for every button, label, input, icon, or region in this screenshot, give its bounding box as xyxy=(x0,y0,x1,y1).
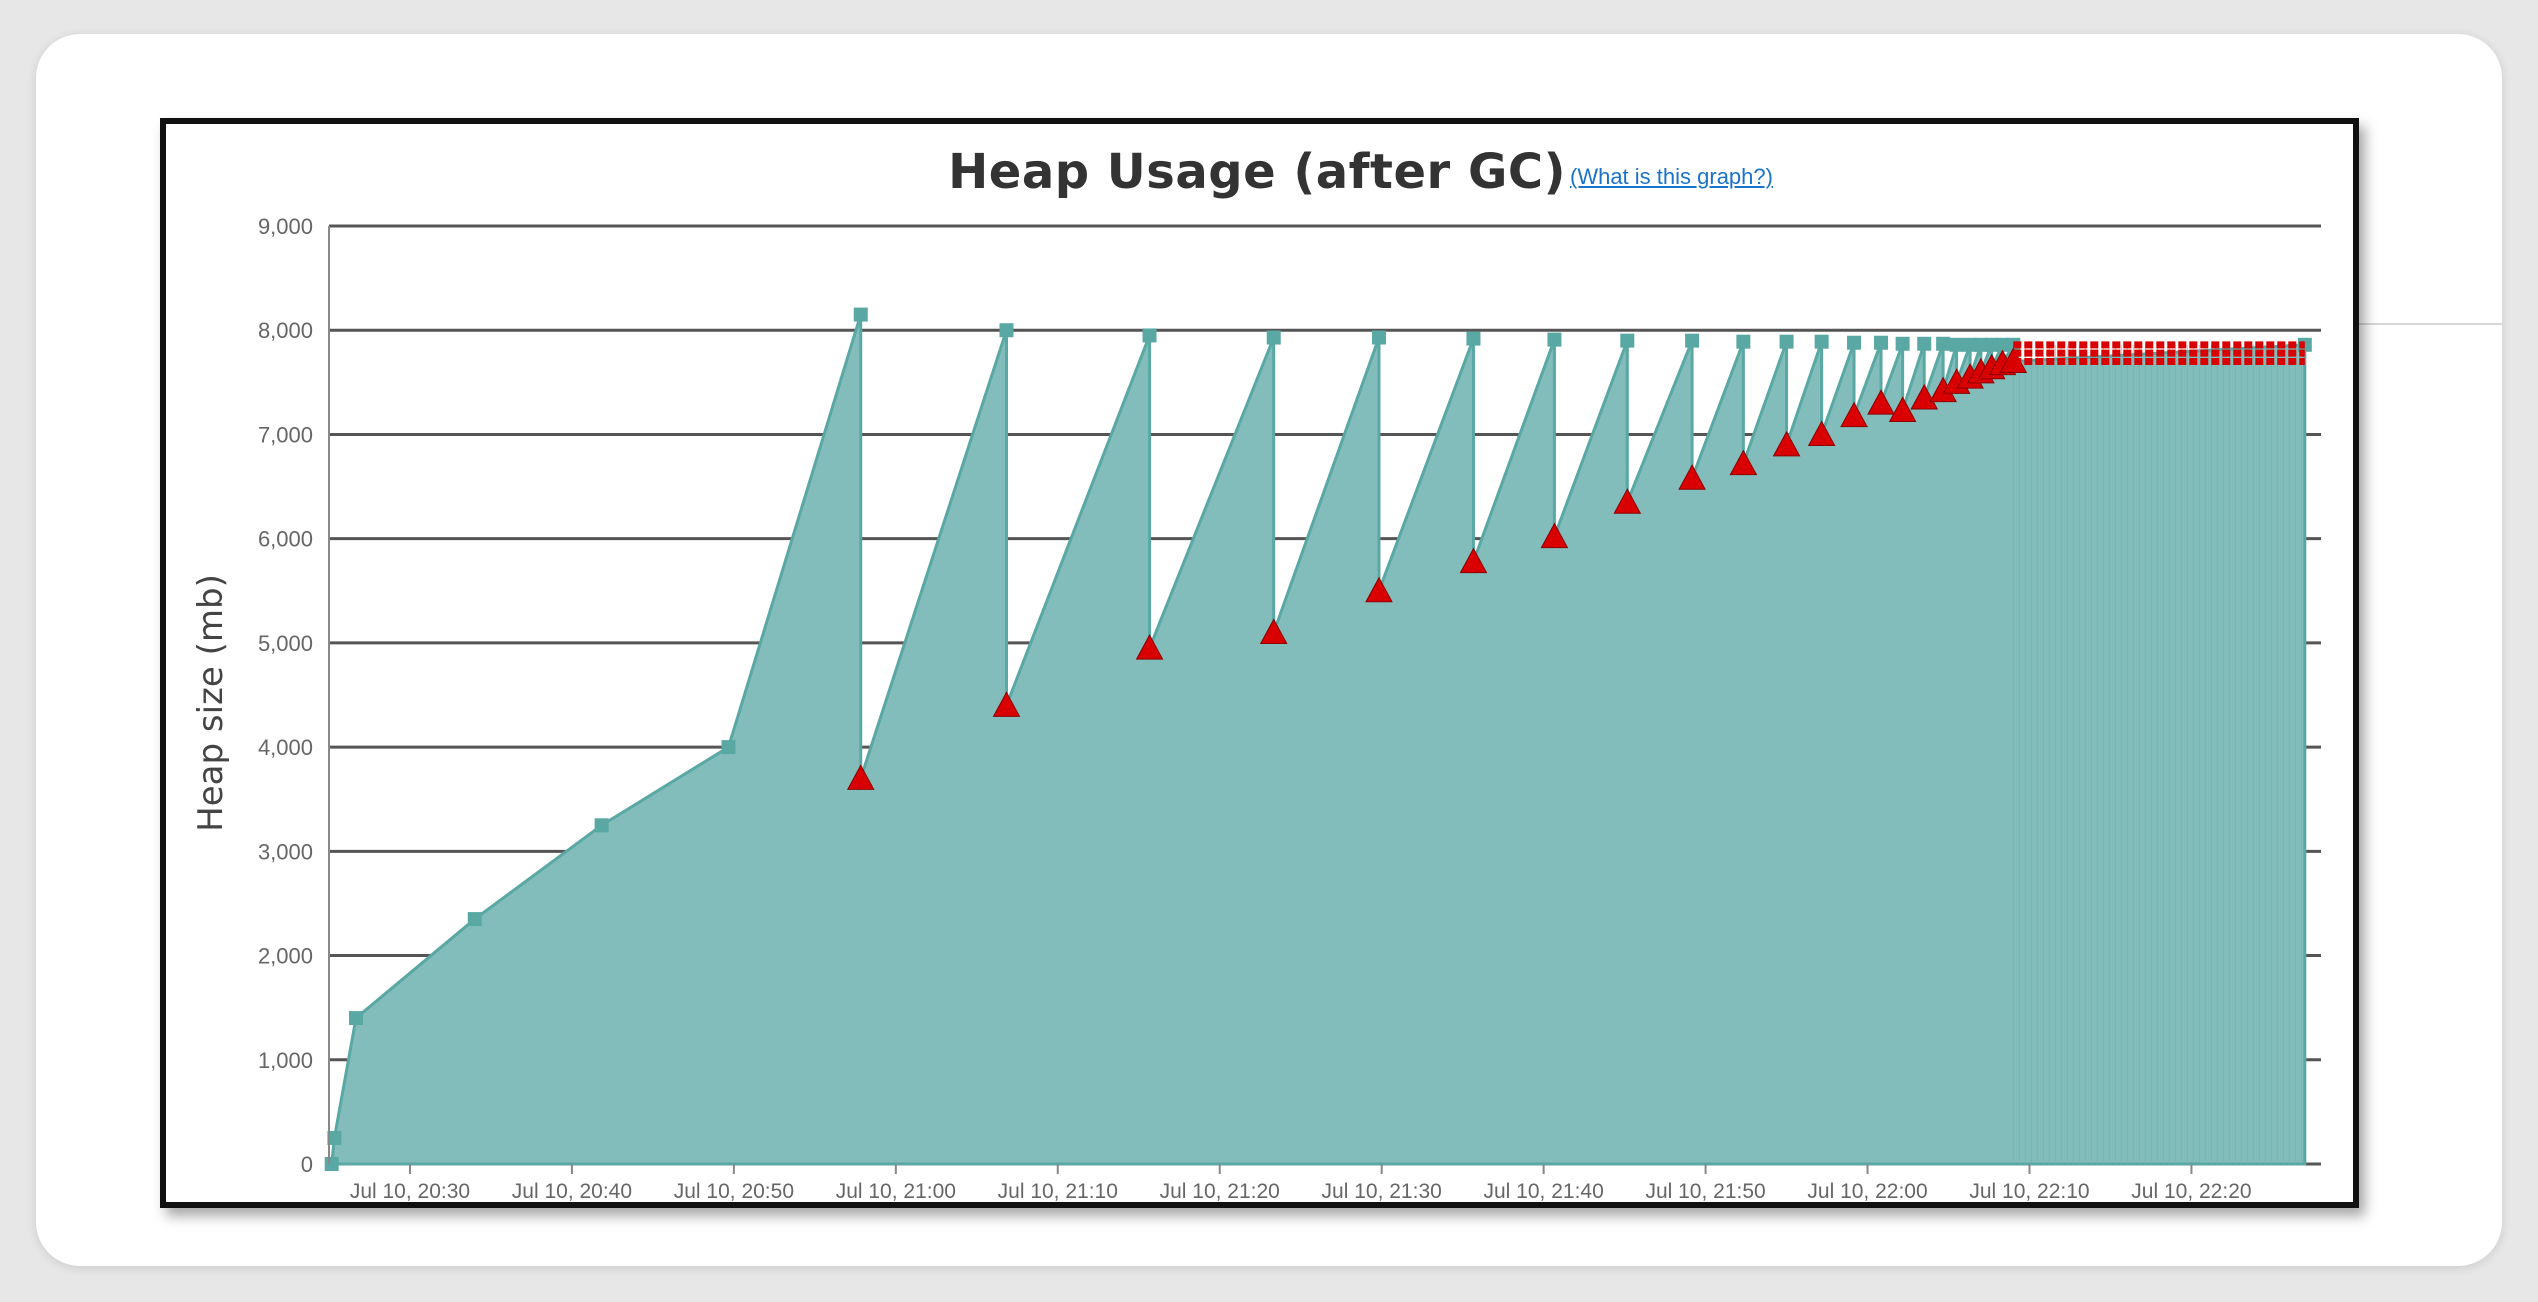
gc-event-marker xyxy=(1540,522,1569,549)
heap-point-marker xyxy=(1984,337,1999,352)
y-tick-label: 0 xyxy=(301,1152,313,1177)
heap-point-marker xyxy=(1874,335,1889,350)
heap-point-marker xyxy=(1736,334,1751,349)
gc-event-marker xyxy=(1867,389,1895,415)
heap-point-marker xyxy=(721,740,736,755)
x-tick-label: Jul 10, 22:00 xyxy=(1807,1180,1927,1202)
heap-point-marker xyxy=(1266,330,1281,345)
divider-line xyxy=(2352,323,2502,325)
gc-event-marker xyxy=(1259,618,1288,644)
heap-point-marker xyxy=(1917,336,1932,351)
chart-frame: Heap Usage (after GC) (What is this grap… xyxy=(160,118,2359,1208)
y-tick-label: 6,000 xyxy=(258,527,313,552)
x-tick-label: Jul 10, 22:20 xyxy=(2131,1180,2251,1202)
heap-point-marker xyxy=(1814,334,1829,349)
heap-point-marker xyxy=(999,323,1014,338)
y-tick-label: 4,000 xyxy=(258,735,313,760)
heap-point-marker xyxy=(1371,330,1386,345)
heap-point-marker xyxy=(1847,335,1862,350)
marker-layer xyxy=(324,307,2312,1171)
y-tick-label: 8,000 xyxy=(258,318,313,343)
heap-point-marker xyxy=(1547,332,1562,347)
x-tick-label: Jul 10, 21:50 xyxy=(1645,1180,1765,1202)
x-tick-label: Jul 10, 21:40 xyxy=(1484,1180,1604,1202)
axis-layer: 0 1,000 2,000 3,000 4,000 5,000 6,000 7,000 8,00… xyxy=(191,214,2252,1202)
heap-point-marker xyxy=(853,307,868,322)
heap-point-marker xyxy=(1949,337,1964,352)
heap-point-marker xyxy=(1466,331,1481,346)
x-tick-label: Jul 10, 20:30 xyxy=(350,1180,470,1202)
x-tick-label: Jul 10, 21:30 xyxy=(1322,1180,1442,1202)
heap-point-marker xyxy=(1995,337,2010,352)
gc-event-marker xyxy=(846,764,875,790)
gc-event-marker xyxy=(992,691,1021,717)
x-tick-label: Jul 10, 21:10 xyxy=(998,1180,1118,1202)
gc-event-marker xyxy=(1729,449,1758,476)
y-tick-label: 7,000 xyxy=(258,422,313,447)
heap-point-marker xyxy=(1973,337,1988,352)
chart-title: Heap Usage (after GC) xyxy=(948,144,1566,200)
heap-point-marker xyxy=(348,1011,363,1026)
heap-point-marker xyxy=(1963,337,1978,352)
gc-event-marker xyxy=(1613,488,1642,514)
y-tick-label: 5,000 xyxy=(258,631,313,656)
gc-event-marker xyxy=(1678,464,1706,490)
x-tick-label: Jul 10, 20:50 xyxy=(674,1180,794,1202)
x-tick-label: Jul 10, 21:20 xyxy=(1160,1180,1280,1202)
x-tick-label: Jul 10, 21:00 xyxy=(836,1180,956,1202)
heap-point-marker xyxy=(1142,328,1157,343)
gc-event-marker xyxy=(1459,547,1488,574)
gc-event-marker xyxy=(1910,383,1939,410)
heap-point-marker xyxy=(467,912,482,927)
heap-point-marker xyxy=(327,1130,342,1145)
heap-point-marker xyxy=(1895,336,1910,351)
heap-point-marker xyxy=(594,818,609,833)
heap-usage-chart: 0 1,000 2,000 3,000 4,000 5,000 6,000 7,000 8,00… xyxy=(191,214,2321,1202)
gc-event-marker xyxy=(1888,396,1917,422)
gc-event-marker xyxy=(1365,576,1393,603)
gc-event-marker xyxy=(1840,401,1868,428)
gc-event-marker xyxy=(1772,430,1801,457)
y-tick-label: 3,000 xyxy=(258,839,313,864)
heap-point-marker xyxy=(1936,336,1951,351)
y-tick-label: 1,000 xyxy=(258,1048,313,1073)
gc-event-marker xyxy=(1807,420,1836,446)
heap-point-marker xyxy=(324,1157,339,1171)
heap-point-marker xyxy=(1620,333,1635,348)
y-tick-label: 2,000 xyxy=(258,944,313,969)
heap-point-marker xyxy=(1779,334,1794,349)
what-is-this-graph-link[interactable]: (What is this graph?) xyxy=(1570,164,1773,189)
heap-point-marker xyxy=(1685,333,1700,348)
x-tick-label: Jul 10, 22:10 xyxy=(1969,1180,2089,1202)
area-layer xyxy=(330,313,2307,1166)
gc-event-marker xyxy=(1135,634,1164,660)
y-tick-label: 9,000 xyxy=(258,214,313,239)
y-axis-title: Heap size (mb) xyxy=(191,574,231,832)
x-tick-label: Jul 10, 20:40 xyxy=(512,1180,632,1202)
heap-area xyxy=(330,313,2307,1166)
